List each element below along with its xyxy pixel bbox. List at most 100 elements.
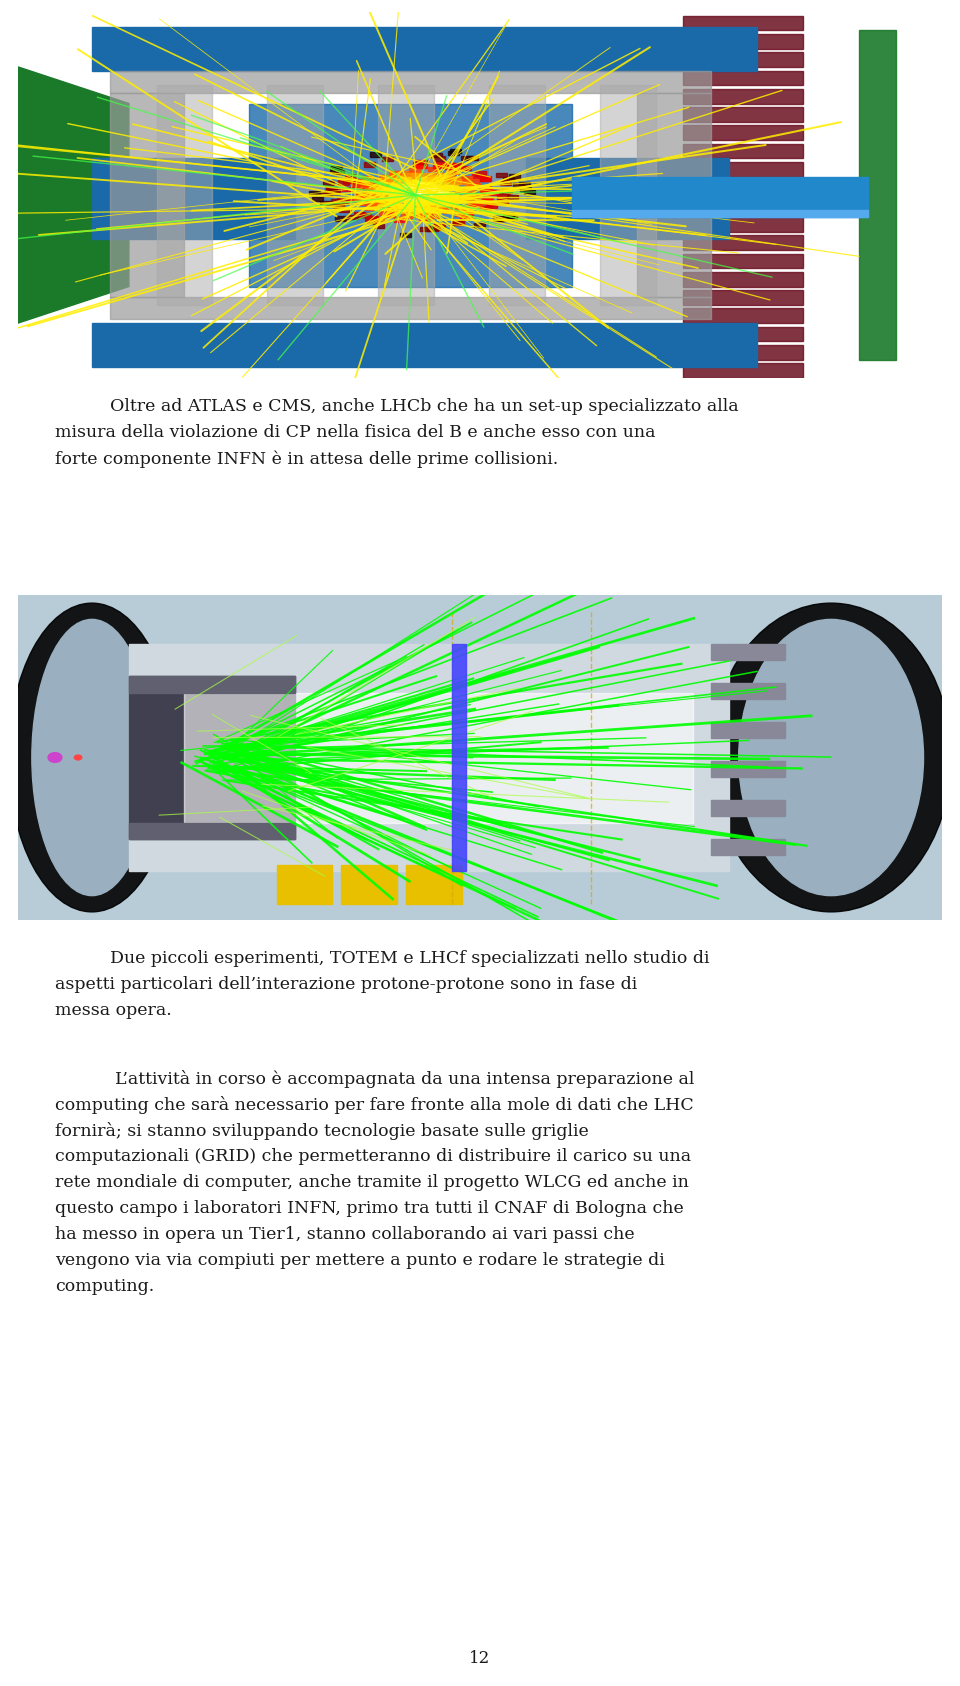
Bar xyxy=(386,206,397,209)
Bar xyxy=(416,196,426,199)
Bar xyxy=(428,191,439,196)
Bar xyxy=(409,194,420,199)
Bar xyxy=(464,187,475,192)
Bar xyxy=(379,199,391,204)
Bar xyxy=(337,199,348,202)
Bar xyxy=(184,693,692,823)
Bar xyxy=(333,204,345,207)
Text: computing che sarà necessario per fare fronte alla mole di dati che LHC: computing che sarà necessario per fare f… xyxy=(55,1096,694,1114)
Bar xyxy=(434,157,445,160)
Bar xyxy=(370,201,380,206)
Bar xyxy=(129,676,296,838)
Bar xyxy=(432,185,443,191)
Bar xyxy=(444,175,454,179)
Bar xyxy=(376,187,388,191)
Text: ha messo in opera un Tier1, stanno collaborando ai vari passi che: ha messo in opera un Tier1, stanno colla… xyxy=(55,1226,635,1243)
Bar xyxy=(406,865,462,904)
Text: rete mondiale di computer, anche tramite il progetto WLCG ed anche in: rete mondiale di computer, anche tramite… xyxy=(55,1173,689,1190)
Bar xyxy=(326,187,337,192)
Bar xyxy=(429,226,440,229)
Bar xyxy=(418,206,429,211)
Bar xyxy=(342,187,352,192)
Bar xyxy=(331,165,343,170)
Bar xyxy=(348,197,360,201)
Bar xyxy=(420,217,430,221)
Bar xyxy=(495,217,506,221)
Bar xyxy=(420,204,432,209)
Bar xyxy=(327,202,338,206)
Bar xyxy=(461,165,471,170)
Bar xyxy=(711,838,785,855)
Bar xyxy=(382,196,393,201)
Bar xyxy=(466,184,477,189)
Bar xyxy=(453,197,465,202)
Bar xyxy=(375,179,387,182)
Bar xyxy=(447,194,459,199)
Bar xyxy=(425,185,437,191)
Bar xyxy=(440,177,451,180)
Bar xyxy=(711,722,785,738)
Bar xyxy=(382,206,394,211)
Bar xyxy=(684,217,804,231)
Bar xyxy=(420,199,430,204)
Bar xyxy=(385,212,396,217)
Bar xyxy=(376,197,388,201)
Bar xyxy=(331,199,342,204)
Bar xyxy=(420,177,432,182)
Bar xyxy=(346,174,356,179)
Bar xyxy=(402,196,414,199)
Bar xyxy=(514,184,524,187)
Bar xyxy=(400,177,412,182)
Bar xyxy=(434,194,444,199)
Bar xyxy=(415,209,425,214)
Bar xyxy=(403,170,415,175)
Bar xyxy=(401,214,413,217)
Bar xyxy=(360,201,372,206)
Bar xyxy=(378,179,389,184)
Bar xyxy=(373,224,384,228)
Bar xyxy=(403,177,414,182)
Bar xyxy=(453,196,465,201)
Bar xyxy=(455,211,466,216)
Bar xyxy=(338,180,348,185)
Bar xyxy=(481,199,492,204)
Bar xyxy=(431,202,442,206)
Bar xyxy=(378,180,390,184)
Bar xyxy=(462,206,472,211)
Bar xyxy=(418,202,429,207)
Bar xyxy=(354,212,365,217)
Ellipse shape xyxy=(739,619,924,895)
Bar xyxy=(129,823,296,838)
Bar xyxy=(448,150,459,155)
Bar xyxy=(463,194,474,197)
Bar xyxy=(711,760,785,777)
Bar xyxy=(368,197,378,202)
Bar xyxy=(486,201,497,206)
Bar xyxy=(461,212,472,217)
Bar xyxy=(379,191,391,194)
Bar xyxy=(351,184,363,189)
Bar xyxy=(129,644,730,872)
Bar xyxy=(684,108,804,121)
Bar xyxy=(436,202,446,207)
Bar xyxy=(684,364,804,378)
Bar xyxy=(420,180,432,184)
Text: Oltre ad ATLAS e CMS, anche LHCb che ha un set-up specializzato alla: Oltre ad ATLAS e CMS, anche LHCb che ha … xyxy=(110,398,738,415)
Bar xyxy=(684,290,804,305)
Text: Due piccoli esperimenti, TOTEM e LHCf specializzati nello studio di: Due piccoli esperimenti, TOTEM e LHCf sp… xyxy=(110,949,709,968)
Bar xyxy=(417,182,428,185)
Bar xyxy=(444,209,454,212)
Bar xyxy=(385,189,396,192)
Bar xyxy=(415,164,426,169)
Bar xyxy=(370,185,381,191)
Bar xyxy=(430,177,441,180)
Bar xyxy=(361,177,372,180)
Bar xyxy=(369,196,380,201)
Bar xyxy=(386,201,397,206)
Bar xyxy=(369,217,379,223)
Bar xyxy=(436,202,447,206)
Bar xyxy=(444,164,456,169)
Bar xyxy=(711,683,785,700)
Bar xyxy=(383,177,395,180)
Bar xyxy=(110,297,711,319)
